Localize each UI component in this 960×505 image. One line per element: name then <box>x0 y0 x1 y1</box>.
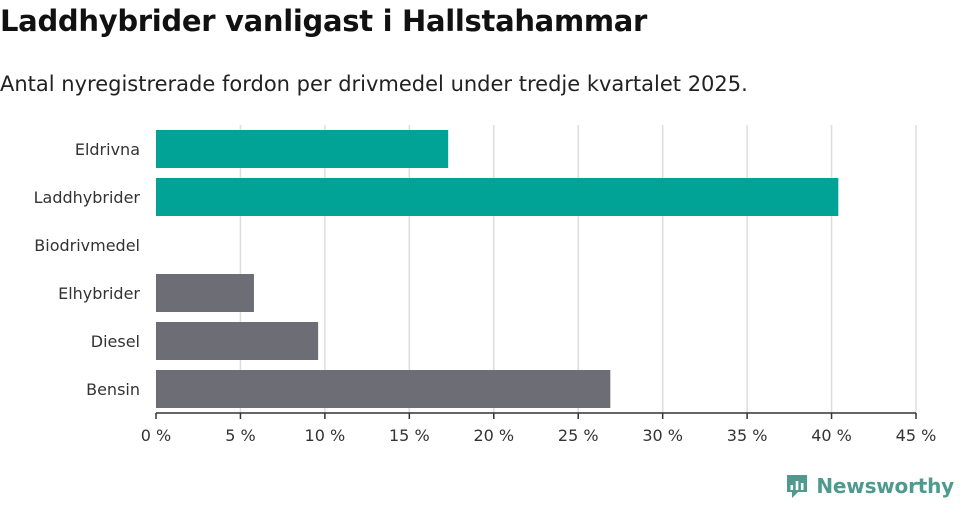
category-label: Elhybrider <box>58 284 140 303</box>
brand-logo: Newsworthy <box>785 473 954 499</box>
category-labels: Eldrivna Laddhybrider Biodrivmedel Elhybrid… <box>34 140 141 399</box>
bar-chart-logo-icon <box>787 475 808 498</box>
bar <box>156 322 319 360</box>
bar <box>156 274 254 312</box>
x-tick-label: 40 % <box>811 426 852 445</box>
x-axis: 0 % 5 % 10 % 15 % 20 % 25 % 30 % 35 % 40 % 45 % <box>141 412 937 445</box>
x-tick-label: 10 % <box>305 426 346 445</box>
bar <box>156 178 839 216</box>
x-tick-label: 35 % <box>727 426 768 445</box>
bars <box>156 130 839 408</box>
bar <box>156 130 449 168</box>
category-label: Bensin <box>86 380 140 399</box>
bar-chart: 0 % 5 % 10 % 15 % 20 % 25 % 30 % 35 % 40 % 45 % E… <box>34 125 937 445</box>
grid-lines <box>239 125 917 413</box>
category-label: Biodrivmedel <box>34 236 140 255</box>
category-label: Eldrivna <box>75 140 140 159</box>
x-tick-label: 15 % <box>389 426 430 445</box>
brand-name: Newsworthy <box>816 474 954 498</box>
chart-subtitle: Antal nyregistrerade fordon per drivmede… <box>0 72 748 96</box>
x-tick-label: 0 % <box>141 426 171 445</box>
category-label: Diesel <box>91 332 140 351</box>
chart-title: Laddhybrider vanligast i Hallstahammar <box>0 4 648 38</box>
x-tick-label: 30 % <box>642 426 683 445</box>
bar <box>156 370 611 408</box>
x-tick-label: 5 % <box>225 426 255 445</box>
category-label: Laddhybrider <box>34 188 141 207</box>
x-tick-label: 45 % <box>896 426 937 445</box>
x-tick-label: 20 % <box>473 426 514 445</box>
x-tick-label: 25 % <box>558 426 599 445</box>
